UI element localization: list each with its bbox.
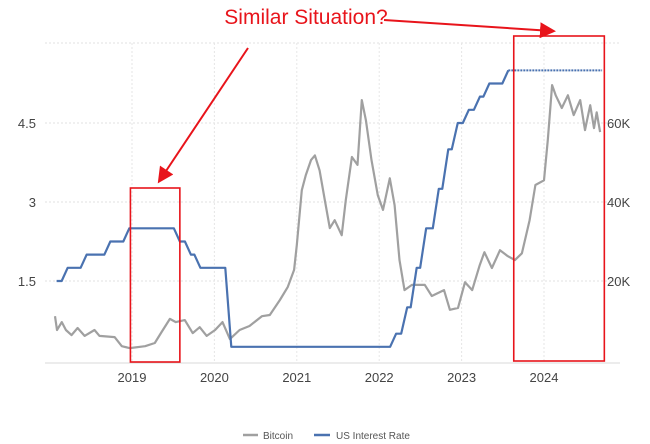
x-tick-label: 2024 — [530, 370, 559, 385]
x-tick-label: 2023 — [447, 370, 476, 385]
interest-rate-line — [56, 69, 510, 348]
x-tick-label: 2022 — [365, 370, 394, 385]
highlight-box-2 — [512, 35, 606, 362]
right-tick-label: 60K — [607, 116, 630, 131]
tick-labels: 1.5 3 4.5 20K 40K 60K 2019 2020 2021 2022 2023 2024 — [18, 116, 631, 385]
annotations: Similar Situation? — [129, 6, 606, 363]
arrow-to-2024-box — [383, 19, 556, 39]
grid — [45, 42, 620, 364]
right-tick-label: 40K — [607, 195, 630, 210]
bitcoin-line — [53, 83, 602, 350]
x-tick-label: 2020 — [200, 370, 229, 385]
highlight-box-1 — [129, 187, 181, 363]
legend-label-rate: US Interest Rate — [336, 431, 410, 442]
x-tick-label: 2019 — [118, 370, 147, 385]
left-tick-label: 3 — [29, 195, 36, 210]
legend-label-bitcoin: Bitcoin — [263, 431, 293, 442]
series-lines — [53, 69, 603, 350]
arrow-to-2019-box — [157, 47, 249, 184]
right-tick-label: 20K — [607, 274, 630, 289]
left-tick-label: 1.5 — [18, 274, 36, 289]
legend: Bitcoin US Interest Rate — [243, 431, 410, 442]
left-tick-label: 4.5 — [18, 116, 36, 131]
x-tick-label: 2021 — [282, 370, 311, 385]
annotation-title: Similar Situation? — [224, 6, 387, 29]
